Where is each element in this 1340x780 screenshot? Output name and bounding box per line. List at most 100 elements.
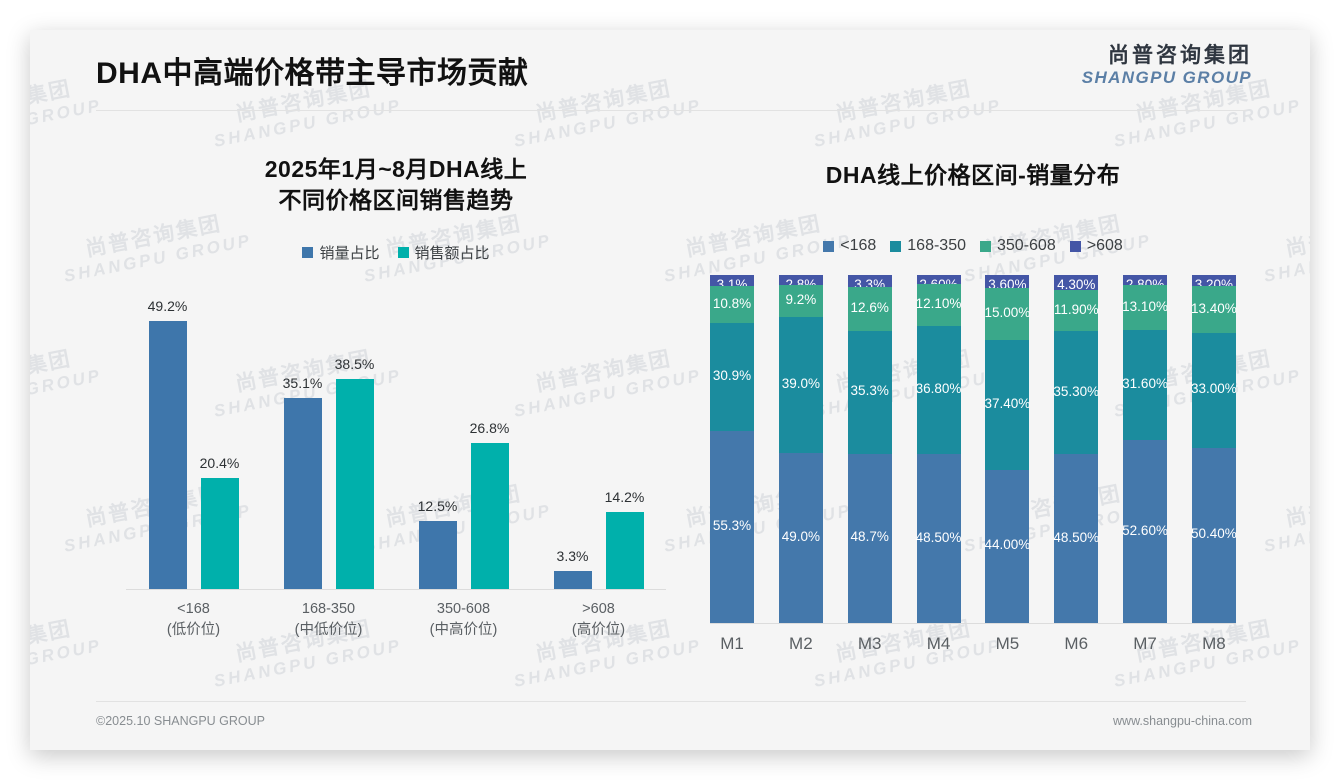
legend-item-4[interactable]: >608 xyxy=(1069,237,1123,255)
stack-segment[interactable]: 10.8% xyxy=(710,285,754,324)
stack-segment-label: 35.30% xyxy=(1053,383,1100,399)
stack-segment[interactable]: 48.7% xyxy=(847,453,892,624)
stack-segment[interactable]: 48.50% xyxy=(916,454,961,624)
stack-segment[interactable]: 15.00% xyxy=(984,287,1030,340)
left-chart-legend: 销量占比 销售额占比 xyxy=(96,242,696,263)
stack-segment-label: 55.3% xyxy=(712,517,752,533)
stack-segment-label: 39.0% xyxy=(781,375,820,391)
stack-segment[interactable]: 48.50% xyxy=(1053,454,1100,624)
legend-item-1[interactable]: 销量占比 xyxy=(302,242,380,263)
bar-volume[interactable]: 3.3% xyxy=(553,548,592,590)
footer-copyright: ©2025.10 SHANGPU GROUP xyxy=(96,714,265,728)
bar-value-label: 20.4% xyxy=(199,454,240,471)
stack-segment[interactable]: 31.60% xyxy=(1122,330,1168,441)
x-axis-tick: 168-350 (中低价位) xyxy=(270,599,388,641)
bar-group: 3.3% 14.2% xyxy=(540,489,658,590)
stack-segment-label: 48.50% xyxy=(1053,529,1100,545)
stacked-bar-column[interactable]: 3.1% 10.8% 30.9% 55.3% xyxy=(710,275,754,624)
stack-segment[interactable]: 2.80% xyxy=(1123,275,1168,292)
bar-sales[interactable]: 26.8% xyxy=(470,420,509,590)
bar-volume[interactable]: 35.1% xyxy=(283,375,322,590)
x-axis-tick: M3 xyxy=(857,634,882,654)
stack-segment[interactable]: 33.00% xyxy=(1191,332,1237,448)
stack-segment-label: 49.0% xyxy=(781,528,820,544)
stack-segment-label: 33.00% xyxy=(1191,381,1237,397)
stack-segment-label: 35.3% xyxy=(850,383,889,399)
bar-sales[interactable]: 14.2% xyxy=(605,489,644,590)
stack-segment-label: 10.8% xyxy=(712,295,752,311)
right-plot-area: 3.1% 10.8% 30.9% 55.3% 2.8%9.2% 39.0% 49.0% 3.3… xyxy=(710,275,1237,625)
x-axis-tick: M5 xyxy=(995,634,1020,654)
stack-segment[interactable]: 44.00% xyxy=(984,469,1030,624)
stack-segment-label: 12.6% xyxy=(850,299,889,315)
legend-item-3[interactable]: 350-608 xyxy=(980,237,1056,255)
legend-label: 350-608 xyxy=(997,237,1056,255)
logo-text-cn: 尚普咨询集团 xyxy=(1108,44,1252,67)
bar-group: 35.1% 38.5% xyxy=(270,356,388,590)
stack-segment[interactable]: 35.3% xyxy=(847,330,892,454)
legend-label: 销量占比 xyxy=(319,245,380,263)
x-axis-tick: >608 (高价位) xyxy=(540,599,658,641)
stack-segment[interactable]: 9.2% xyxy=(778,284,823,317)
right-chart-title: DHA线上价格区间-销量分布 xyxy=(825,162,1121,188)
footer-divider xyxy=(96,701,1246,702)
stack-segment[interactable]: 2.8% xyxy=(778,275,823,292)
stacked-bar-column[interactable]: 3.3% 12.6% 35.3% 48.7% xyxy=(847,275,892,624)
left-x-axis: <168 (低价位) 168-350 (中低价位) 350-608 (中高价位) >608 (… xyxy=(126,599,666,641)
stack-segment[interactable]: 36.80% xyxy=(916,326,961,455)
stacked-bar-column[interactable]: 2.80% 13.10% 31.60% 52.60% xyxy=(1122,275,1168,624)
stack-segment[interactable]: 35.30% xyxy=(1053,331,1100,455)
stack-segment[interactable]: 39.0% xyxy=(778,316,823,453)
bar-volume[interactable]: 49.2% xyxy=(148,298,187,590)
stack-segment[interactable]: 3.20% xyxy=(1191,275,1236,292)
stack-segment[interactable]: 37.40% xyxy=(984,339,1030,470)
x-axis-tick: M2 xyxy=(789,634,813,654)
stack-segment[interactable]: 12.6% xyxy=(847,286,892,331)
stacked-bar-column[interactable]: 3.60% 15.00% 37.40% 44.00% xyxy=(984,275,1030,624)
right-chart-panel: DHA线上价格区间-销量分布 <168 168-350 350-608 >608 3.… xyxy=(696,130,1250,700)
bar-sales[interactable]: 20.4% xyxy=(200,455,239,590)
bar-value-label: 38.5% xyxy=(334,356,375,373)
stacked-bar-column[interactable]: 2.8%9.2% 39.0% 49.0% xyxy=(778,275,823,624)
stack-segment[interactable]: 4.30% xyxy=(1054,275,1099,292)
legend-item-2[interactable]: 销售额占比 xyxy=(397,242,490,263)
stacked-bar-column[interactable]: 3.20% 13.40% 33.00% 50.40% xyxy=(1191,275,1237,624)
stack-segment[interactable]: 12.10% xyxy=(916,284,961,327)
legend-item-1[interactable]: <168 xyxy=(823,237,876,255)
slide-header: DHA中高端价格带主导市场贡献 尚普咨询集团 SHANGPU GROUP xyxy=(30,30,1310,106)
stack-segment[interactable]: 30.9% xyxy=(710,323,754,431)
x-axis-tick-tier: (中低价位) xyxy=(294,622,363,639)
stack-segment[interactable]: 11.90% xyxy=(1053,290,1099,332)
stack-segment-label: 30.9% xyxy=(712,368,752,384)
stack-segment[interactable]: 3.1% xyxy=(710,275,754,292)
stack-segment[interactable]: 49.0% xyxy=(778,452,823,624)
stack-segment[interactable]: 2.60% xyxy=(916,275,961,292)
legend-swatch-icon xyxy=(823,240,835,252)
stacked-bar-column[interactable]: 4.30% 11.90% 35.30% 48.50% xyxy=(1053,275,1100,624)
grouped-bar-chart: 49.2% 20.4% 35.1% 38.5% 12.5% 26.8% 3.3% 14.2% … xyxy=(96,289,696,638)
brand-logo: 尚普咨询集团 SHANGPU GROUP xyxy=(1082,44,1252,87)
stack-segment[interactable]: 52.60% xyxy=(1122,440,1168,624)
stack-segment[interactable]: 13.40% xyxy=(1191,286,1237,333)
bar-volume[interactable]: 12.5% xyxy=(418,498,457,590)
bar-sales[interactable]: 38.5% xyxy=(335,356,374,590)
stack-segment-label: 13.10% xyxy=(1122,298,1168,314)
stack-segment[interactable]: 3.60% xyxy=(985,275,1030,292)
footer-website: www.shangpu-china.com xyxy=(1113,714,1252,728)
stack-segment-label: 11.90% xyxy=(1053,301,1099,317)
stack-segment[interactable]: 3.3% xyxy=(847,275,892,292)
stack-segment[interactable]: 50.40% xyxy=(1191,447,1237,624)
stack-segment[interactable]: 55.3% xyxy=(710,430,754,624)
left-plot-area: 49.2% 20.4% 35.1% 38.5% 12.5% 26.8% 3.3% 14.2% xyxy=(126,289,666,591)
legend-item-2[interactable]: 168-350 xyxy=(890,237,966,255)
stacked-bar-column[interactable]: 2.60% 12.10% 36.80% 48.50% xyxy=(916,275,961,624)
stack-segment[interactable]: 13.10% xyxy=(1122,284,1168,331)
